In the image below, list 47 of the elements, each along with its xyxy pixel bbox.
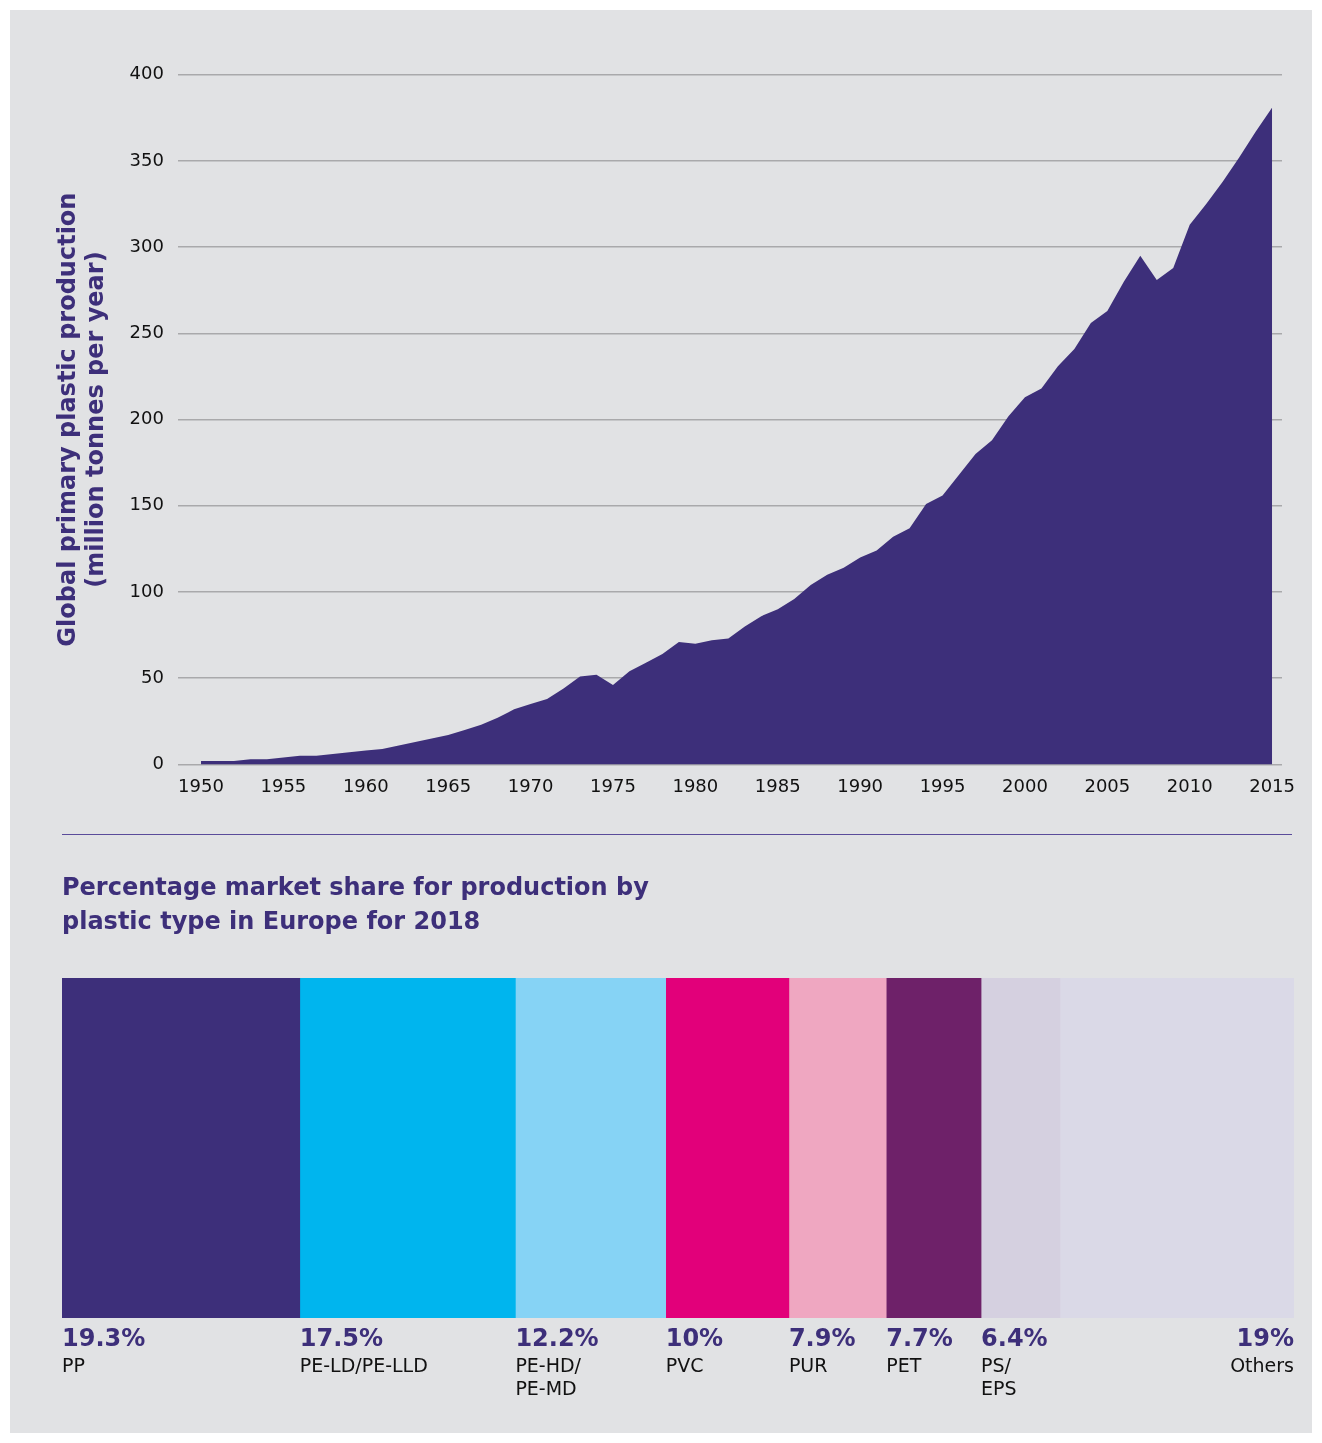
y-tick-label: 250 bbox=[129, 321, 164, 343]
y-tick-label: 300 bbox=[129, 234, 164, 256]
x-tick-label: 2015 bbox=[1249, 774, 1296, 796]
chart-title: Percentage market share for production by plastic type in Europe for 2018 bbox=[62, 872, 650, 937]
y-tick-label: 150 bbox=[129, 493, 164, 515]
x-tick-label: 2005 bbox=[1084, 774, 1131, 796]
series-label: Others bbox=[1230, 1354, 1294, 1376]
bar bbox=[665, 978, 790, 1318]
series-label: PE-HD/PE-MD bbox=[515, 1354, 582, 1399]
x-tick-label: 1960 bbox=[342, 774, 389, 796]
y-tick-label: 0 bbox=[152, 752, 164, 774]
series-label: PP bbox=[62, 1354, 85, 1376]
x-tick-label: 1950 bbox=[178, 774, 224, 796]
data-label: 6.4% bbox=[981, 1324, 1048, 1352]
series-label: PVC bbox=[665, 1354, 704, 1376]
x-tick-label: 1985 bbox=[754, 774, 801, 796]
series-label: PUR bbox=[788, 1354, 828, 1376]
y-tick-label: 100 bbox=[129, 579, 164, 601]
x-tick-label: 1995 bbox=[919, 774, 966, 796]
y-tick-label: 350 bbox=[129, 148, 164, 170]
x-tick-label: 2000 bbox=[1002, 774, 1048, 796]
y-tick-label: 50 bbox=[141, 665, 164, 687]
bar bbox=[788, 978, 887, 1318]
x-tick-label: 1975 bbox=[590, 774, 636, 796]
y-axis-title: Global primary plastic production (million tonnes per year) bbox=[52, 192, 110, 647]
data-label: 7.9% bbox=[788, 1324, 856, 1352]
data-label: 7.7% bbox=[886, 1324, 953, 1352]
bar bbox=[515, 978, 667, 1318]
x-tick-label: 1970 bbox=[507, 774, 554, 796]
series-label: PET bbox=[886, 1354, 922, 1376]
bar bbox=[299, 978, 516, 1318]
data-label: 19% bbox=[1236, 1324, 1294, 1352]
x-tick-label: 1990 bbox=[837, 774, 884, 796]
data-label: 12.2% bbox=[515, 1324, 599, 1352]
x-tick-label: 1965 bbox=[425, 774, 472, 796]
data-label: 19.3% bbox=[62, 1324, 146, 1352]
series-label: PS/EPS bbox=[981, 1354, 1017, 1399]
y-tick-label: 200 bbox=[129, 407, 164, 429]
bar bbox=[885, 978, 982, 1318]
x-tick-label: 2010 bbox=[1166, 774, 1213, 796]
x-tick-label: 1980 bbox=[672, 774, 719, 796]
bar bbox=[62, 978, 301, 1318]
y-tick-label: 400 bbox=[129, 62, 164, 84]
data-label: 10% bbox=[665, 1324, 724, 1352]
x-tick-label: 1955 bbox=[260, 774, 307, 796]
data-label: 17.5% bbox=[299, 1324, 384, 1352]
series-label: PE-LD/PE-LLD bbox=[299, 1354, 428, 1376]
